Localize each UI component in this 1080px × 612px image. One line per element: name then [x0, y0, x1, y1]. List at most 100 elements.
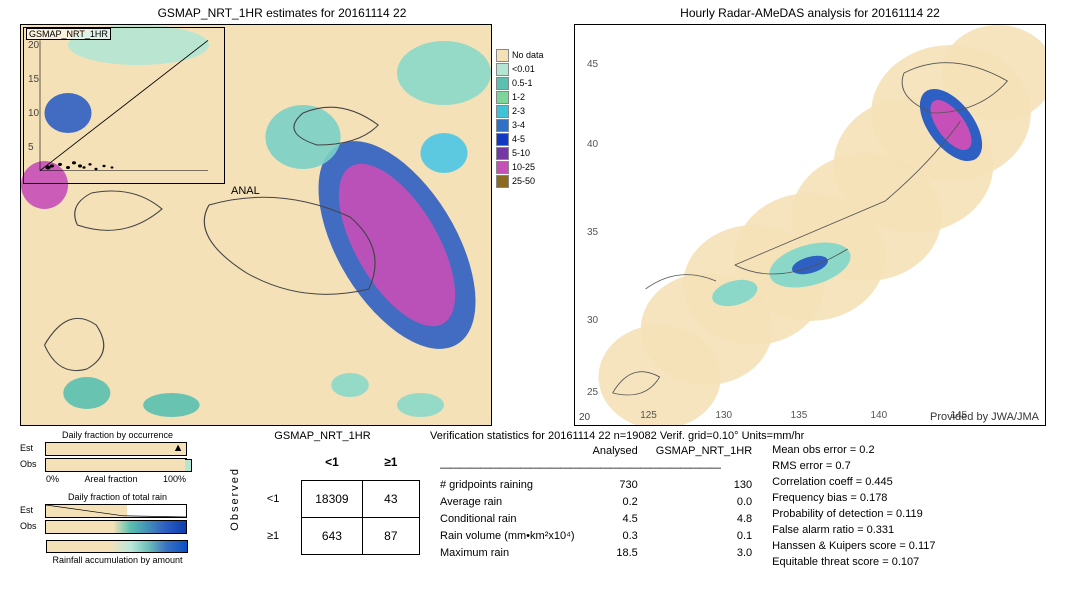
scores: Mean obs error = 0.2RMS error = 0.7Corre… [762, 442, 935, 570]
score-row: Probability of detection = 0.119 [772, 506, 935, 522]
legend-swatch [496, 175, 509, 188]
occ-obs-bar [45, 458, 187, 472]
lon-label: 130 [715, 410, 732, 421]
anal-label: ANAL [231, 185, 260, 197]
stats-title: Verification statistics for 20161114 22 … [430, 430, 1060, 442]
stat-a: 4.5 [585, 512, 646, 527]
legend-item: No data [496, 48, 544, 62]
legend-item: 4-5 [496, 132, 544, 146]
observed-label: Observed [225, 467, 245, 531]
obs-label2: Obs [20, 521, 42, 531]
legend-label: 5-10 [512, 148, 530, 158]
accum-title: Rainfall accumulation by amount [20, 555, 215, 565]
legend: No data<0.010.5-11-22-33-44-55-1010-2525… [496, 48, 544, 188]
rain-est-bar [45, 504, 187, 518]
ct-col2: ≥1 [362, 444, 419, 481]
right-map-panel: Hourly Radar-AMeDAS analysis for 2016111… [574, 6, 1046, 426]
dash: ———————————————————————————— [432, 461, 760, 476]
legend-swatch [496, 147, 509, 160]
stat-b: 4.8 [648, 512, 760, 527]
stat-b: 0.1 [648, 529, 760, 544]
legend-label: 4-5 [512, 134, 525, 144]
stat-name: Rain volume (mm•km²x10⁴) [432, 529, 583, 544]
score-row: Hanssen & Kuipers score = 0.117 [772, 538, 935, 554]
legend-item: 1-2 [496, 90, 544, 104]
legend-swatch [496, 133, 509, 146]
stat-a: 18.5 [585, 546, 646, 561]
stat-b: 0.0 [648, 495, 760, 510]
legend-swatch [496, 161, 509, 174]
left-map-title: GSMAP_NRT_1HR estimates for 20161114 22 [20, 6, 544, 20]
stat-name: Average rain [432, 495, 583, 510]
legend-item: 2-3 [496, 104, 544, 118]
est-label2: Est [20, 505, 42, 515]
score-row: Mean obs error = 0.2 [772, 442, 935, 458]
score-row: Equitable threat score = 0.107 [772, 554, 935, 570]
occ-est-bar: ▲ [45, 442, 187, 456]
legend-item: 10-25 [496, 160, 544, 174]
right-map-title: Hourly Radar-AMeDAS analysis for 2016111… [574, 6, 1046, 20]
stat-name: Conditional rain [432, 512, 583, 527]
legend-label: 10-25 [512, 162, 535, 172]
legend-label: <0.01 [512, 64, 535, 74]
legend-item: 25-50 [496, 174, 544, 188]
legend-swatch [496, 119, 509, 132]
stats-panel: Verification statistics for 20161114 22 … [430, 430, 1060, 570]
legend-label: No data [512, 50, 544, 60]
right-map-svg [575, 25, 1045, 425]
credit: Provided by JWA/JMA [930, 411, 1039, 423]
score-row: Frequency bias = 0.178 [772, 490, 935, 506]
inset-ytick: 10 [28, 108, 39, 119]
bottom-row: Daily fraction by occurrence Est ▲ Obs 0… [0, 426, 1080, 570]
legend-swatch [496, 105, 509, 118]
scale-mid: Areal fraction [84, 474, 137, 484]
left-map-panel: GSMAP_NRT_1HR estimates for 20161114 22 … [20, 6, 544, 426]
score-row: Correlation coeff = 0.445 [772, 474, 935, 490]
occ-title: Daily fraction by occurrence [20, 430, 215, 440]
ct-col1: <1 [302, 444, 362, 481]
ct-header: GSMAP_NRT_1HR [225, 430, 420, 442]
stat-a: 0.3 [585, 529, 646, 544]
inset-ytick: 20 [28, 40, 39, 51]
stat-b: 130 [648, 478, 760, 493]
top-row: GSMAP_NRT_1HR estimates for 20161114 22 … [0, 0, 1080, 426]
inset-ytick: 15 [28, 74, 39, 85]
inset-ytick: 5 [28, 142, 34, 153]
stats-table: Analysed GSMAP_NRT_1HR —————————————————… [430, 442, 762, 563]
fraction-panel: Daily fraction by occurrence Est ▲ Obs 0… [20, 430, 215, 570]
stat-b: 3.0 [648, 546, 760, 561]
legend-swatch [496, 63, 509, 76]
ct-table: <1 ≥1 <1 18309 43 ≥1 643 87 [245, 444, 420, 555]
legend-label: 0.5-1 [512, 78, 533, 88]
legend-item: 5-10 [496, 146, 544, 160]
stat-a: 730 [585, 478, 646, 493]
obs-label1: Obs [20, 459, 42, 469]
ct-c: 643 [302, 518, 362, 555]
lat-label: 40 [587, 139, 598, 150]
legend-label: 25-50 [512, 176, 535, 186]
legend-label: 1-2 [512, 92, 525, 102]
inset-box: GSMAP_NRT_1HR 2015105 [23, 27, 225, 184]
legend-swatch [496, 91, 509, 104]
ct-a: 18309 [302, 481, 362, 518]
rain-title: Daily fraction of total rain [20, 492, 215, 502]
legend-label: 2-3 [512, 106, 525, 116]
lon-label: 135 [791, 410, 808, 421]
legend-swatch [496, 49, 509, 62]
lon-label: 140 [871, 410, 888, 421]
lat-label: 25 [587, 387, 598, 398]
ct-row2: ≥1 [245, 518, 302, 555]
accum-bar [46, 540, 188, 553]
rain-obs-bar [45, 520, 187, 534]
scale-0: 0% [46, 474, 59, 484]
ct-row1: <1 [245, 481, 302, 518]
lat-label: 35 [587, 227, 598, 238]
lon-label: 125 [640, 410, 657, 421]
hdr-model: GSMAP_NRT_1HR [648, 444, 760, 459]
right-edge20-l: 20 [579, 412, 590, 423]
ct-b: 43 [362, 481, 419, 518]
legend-swatch [496, 77, 509, 90]
right-map: 4540353025 125130135140145 20 Provided b… [574, 24, 1046, 426]
stat-a: 0.2 [585, 495, 646, 510]
lat-label: 45 [587, 59, 598, 70]
